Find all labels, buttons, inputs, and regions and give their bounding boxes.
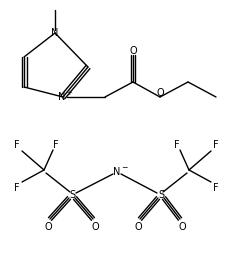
Text: −: − xyxy=(121,164,127,173)
Text: N: N xyxy=(51,28,59,38)
Text: O: O xyxy=(91,222,99,232)
Text: N: N xyxy=(113,167,121,177)
Text: O: O xyxy=(178,222,186,232)
Text: F: F xyxy=(53,140,59,150)
Text: F: F xyxy=(213,183,219,193)
Text: O: O xyxy=(44,222,52,232)
Text: O: O xyxy=(129,46,137,56)
Text: F: F xyxy=(14,183,20,193)
Text: N: N xyxy=(58,92,66,102)
Text: S: S xyxy=(69,190,75,200)
Text: S: S xyxy=(158,190,164,200)
Text: +: + xyxy=(66,90,72,96)
Text: F: F xyxy=(174,140,180,150)
Text: F: F xyxy=(14,140,20,150)
Text: O: O xyxy=(156,88,164,98)
Text: O: O xyxy=(134,222,142,232)
Text: F: F xyxy=(213,140,219,150)
